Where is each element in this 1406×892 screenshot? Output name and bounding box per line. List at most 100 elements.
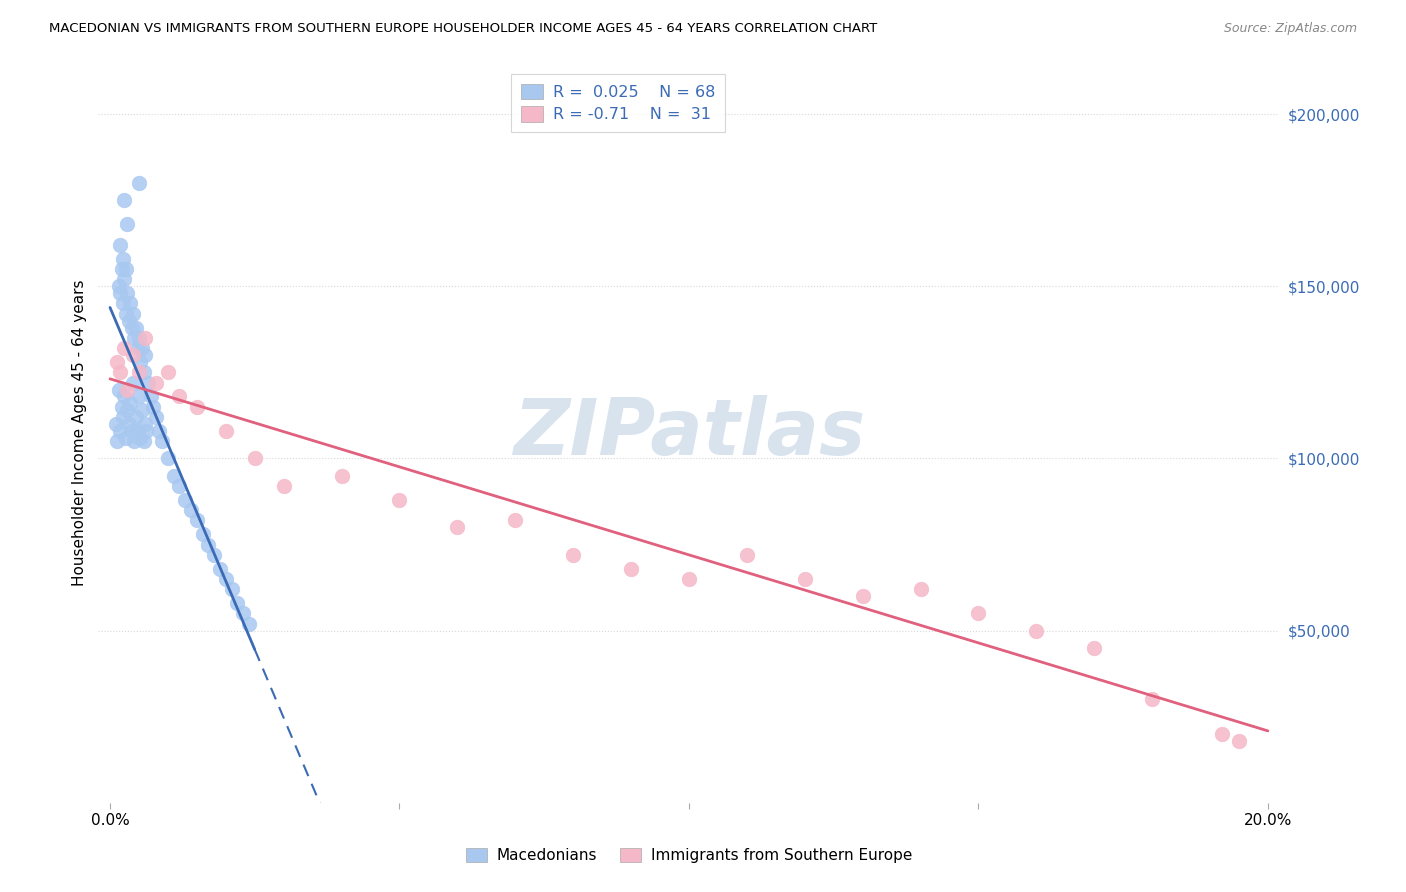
Point [134,417,156,431]
Point [122,307,145,321]
Point [132,434,155,449]
Point [1211,727,1233,741]
Point [111,296,134,310]
Point [134,348,156,362]
Point [115,262,138,277]
Point [134,331,156,345]
Point [125,410,148,425]
Point [110,400,132,414]
Point [503,513,526,527]
Point [202,548,225,562]
Point [128,176,150,190]
Point [1025,624,1047,638]
Point [1083,640,1105,655]
Point [1140,692,1163,706]
Point [174,492,197,507]
Point [132,365,155,379]
Point [128,389,150,403]
Point [145,376,167,390]
Point [105,434,128,449]
Point [197,537,219,551]
Point [117,383,139,397]
Point [145,410,167,425]
Point [180,503,202,517]
Point [110,262,132,277]
Point [221,582,243,597]
Point [735,548,758,562]
Point [852,589,875,603]
Text: ZIPatlas: ZIPatlas [513,394,865,471]
Point [117,286,139,301]
Point [910,582,932,597]
Point [135,424,157,438]
Point [273,479,295,493]
Point [186,400,208,414]
Point [127,341,149,355]
Point [215,572,238,586]
Point [120,296,142,310]
Point [215,424,238,438]
Point [967,607,990,621]
Point [150,434,173,449]
Point [125,320,148,334]
Point [120,396,142,410]
Point [163,468,186,483]
Point [114,272,136,286]
Point [110,238,132,252]
Point [121,320,143,334]
Point [121,424,143,438]
Point [105,355,128,369]
Point [110,286,132,301]
Point [191,527,214,541]
Point [110,424,132,438]
Point [117,217,139,231]
Point [115,307,138,321]
Point [122,348,145,362]
Point [243,451,266,466]
Point [131,403,153,417]
Point [124,331,146,345]
Legend: Macedonians, Immigrants from Southern Europe: Macedonians, Immigrants from Southern Eu… [460,841,918,869]
Point [156,365,179,379]
Point [115,431,138,445]
Point [114,193,136,207]
Point [129,355,152,369]
Point [1227,734,1250,748]
Point [122,376,145,390]
Point [110,365,132,379]
Point [114,341,136,355]
Point [232,607,254,621]
Point [111,410,134,425]
Point [124,434,146,449]
Point [793,572,815,586]
Point [446,520,468,534]
Point [142,400,165,414]
Point [128,365,150,379]
Point [186,513,208,527]
Point [156,451,179,466]
Point [117,403,139,417]
Point [117,417,139,431]
Point [388,492,411,507]
Point [169,389,191,403]
Point [111,252,134,266]
Point [128,331,150,345]
Text: Source: ZipAtlas.com: Source: ZipAtlas.com [1223,22,1357,36]
Point [238,616,260,631]
Point [117,314,139,328]
Point [127,424,149,438]
Y-axis label: Householder Income Ages 45 - 64 years: Householder Income Ages 45 - 64 years [72,279,87,586]
Point [678,572,700,586]
Point [169,479,191,493]
Point [620,561,643,575]
Point [136,376,159,390]
Text: MACEDONIAN VS IMMIGRANTS FROM SOUTHERN EUROPE HOUSEHOLDER INCOME AGES 45 - 64 YE: MACEDONIAN VS IMMIGRANTS FROM SOUTHERN E… [49,22,877,36]
Point [129,431,152,445]
Point [226,596,249,610]
Point [104,417,127,431]
Point [148,424,170,438]
Point [562,548,585,562]
Point [131,341,153,355]
Point [330,468,353,483]
Point [139,389,162,403]
